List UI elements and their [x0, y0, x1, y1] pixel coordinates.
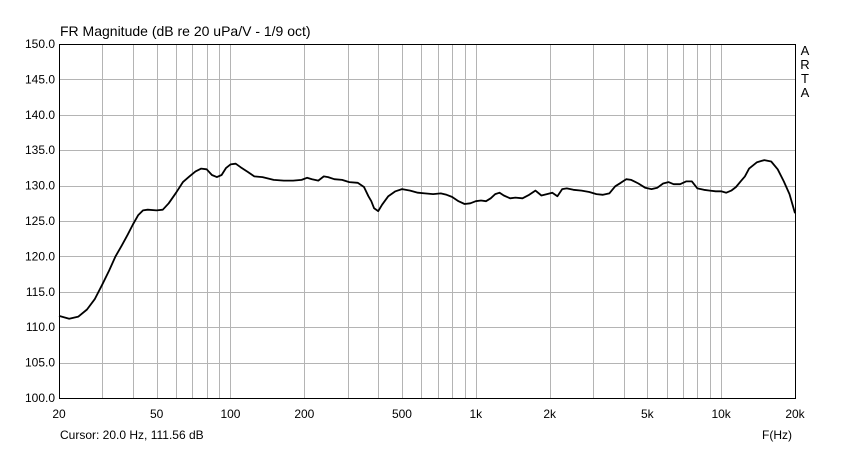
y-tick-label: 110.0 — [26, 320, 55, 334]
arta-brand-label: A R T A — [800, 44, 810, 100]
plot-frame — [59, 44, 796, 399]
y-tick-label: 145.0 — [25, 72, 55, 86]
x-tick-label: 2k — [543, 407, 557, 421]
y-tick-label: 105.0 — [25, 356, 55, 370]
curve-layer — [58, 159, 796, 320]
grid-layer — [59, 44, 795, 398]
brand-letter: A — [800, 43, 810, 58]
brand-letter: R — [800, 57, 810, 72]
y-tick-labels: 100.0 105.0 110.0 115.0 120.0 125.0 130.0 135.0… — [25, 37, 55, 405]
x-axis-unit-label: F(Hz) — [762, 428, 792, 442]
x-tick-label: 50 — [150, 407, 164, 421]
x-tick-label: 100 — [220, 407, 240, 421]
y-tick-label: 150.0 — [25, 37, 55, 51]
chart-title: FR Magnitude (dB re 20 uPa/V - 1/9 oct) — [60, 23, 311, 39]
x-tick-label: 20k — [785, 407, 805, 421]
frame-layer — [59, 44, 796, 399]
x-tick-label: 20 — [52, 407, 66, 421]
y-tick-label: 115.0 — [26, 285, 55, 299]
cursor-readout: Cursor: 20.0 Hz, 111.56 dB — [60, 428, 204, 442]
brand-letter: T — [801, 71, 809, 86]
y-tick-label: 130.0 — [25, 179, 55, 193]
x-tick-label: 200 — [294, 407, 314, 421]
x-tick-label: 500 — [392, 407, 412, 421]
y-tick-label: 100.0 — [25, 391, 55, 405]
y-tick-label: 140.0 — [25, 108, 55, 122]
y-tick-label: 135.0 — [25, 143, 55, 157]
x-tick-label: 1k — [469, 407, 483, 421]
y-tick-label: 120.0 — [25, 249, 55, 263]
y-tick-label: 125.0 — [25, 214, 55, 228]
fr-magnitude-curve — [58, 159, 796, 320]
x-tick-labels: 20 50 100 200 500 1k 2k 5k 10k 20k — [52, 407, 805, 421]
brand-letter: A — [800, 85, 810, 100]
x-tick-label: 10k — [711, 407, 731, 421]
x-tick-label: 5k — [641, 407, 655, 421]
